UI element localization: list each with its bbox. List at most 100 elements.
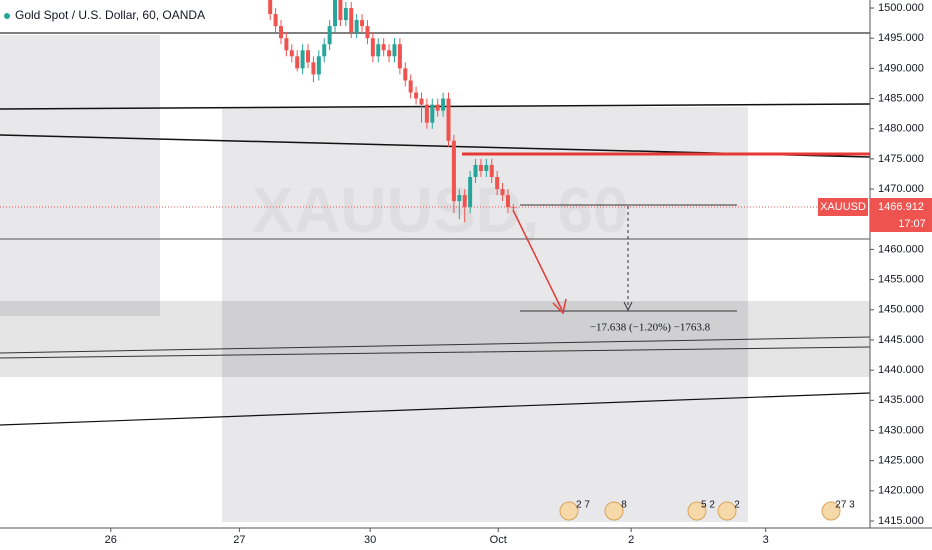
y-tick-label: 1450.000	[878, 304, 924, 316]
y-tick-label: 1425.000	[878, 455, 924, 467]
y-tick-label: 1460.000	[878, 243, 924, 255]
candle-body	[381, 44, 386, 51]
candle-body	[495, 177, 500, 190]
candle-body	[473, 164, 478, 178]
candle-body	[387, 50, 392, 57]
candle-body	[430, 104, 435, 123]
candle-body	[338, 0, 343, 21]
event-label: 27 3	[835, 500, 855, 511]
candle-body	[403, 68, 408, 81]
y-tick-label: 1435.000	[878, 394, 924, 406]
x-tick-label: 27	[233, 534, 245, 546]
candle-body	[278, 26, 283, 39]
event-icon[interactable]	[717, 501, 737, 521]
candle-body	[392, 44, 397, 57]
candle-body	[343, 8, 348, 21]
candle-body	[435, 104, 440, 111]
candle-body	[327, 26, 332, 45]
candle-body	[489, 164, 494, 178]
y-tick-label: 1470.000	[878, 183, 924, 195]
candle-body	[333, 0, 338, 27]
candle-body	[462, 195, 467, 208]
zone	[0, 301, 870, 377]
y-tick-label: 1485.000	[878, 92, 924, 104]
x-tick-label: 26	[105, 534, 117, 546]
candle-body	[273, 14, 278, 27]
y-tick-label: 1430.000	[878, 424, 924, 436]
price-tag	[870, 198, 932, 232]
trend-line	[0, 392, 871, 426]
candle-body	[441, 98, 446, 111]
event-label: 2 7	[576, 500, 590, 511]
candle-body	[349, 8, 354, 33]
candle-body	[478, 164, 483, 171]
event-icon[interactable]	[821, 501, 841, 521]
y-tick-label: 1490.000	[878, 62, 924, 74]
last-price: 1466.912	[878, 201, 924, 213]
event-icon[interactable]	[559, 501, 579, 521]
candle-body	[284, 38, 289, 51]
arrow-head	[552, 298, 567, 315]
trend-line	[0, 336, 871, 354]
zone	[0, 35, 160, 316]
candle-body	[300, 50, 305, 69]
candle-body	[500, 189, 505, 196]
event-label: 5 2	[701, 500, 715, 511]
y-tick-label: 1455.000	[878, 274, 924, 286]
symbol-label: XAUUSD	[820, 201, 866, 213]
candle-body	[365, 26, 370, 39]
time-axis	[0, 528, 932, 550]
candle-body	[505, 195, 510, 208]
candle-body	[446, 98, 451, 141]
event-label: 8	[621, 500, 627, 511]
measure-label: −17.638 (−1.20%) −1763.8	[590, 322, 711, 334]
candle-body	[511, 207, 516, 209]
candles	[268, 0, 516, 223]
status-dot	[4, 13, 10, 19]
candle-body	[408, 80, 413, 93]
measure-arrow	[623, 301, 633, 312]
candle-body	[268, 0, 273, 15]
zone	[222, 107, 748, 522]
event-label: 2	[734, 500, 740, 511]
candle-body	[322, 44, 327, 57]
x-tick-label: 2	[628, 534, 634, 546]
candle-body	[306, 50, 311, 63]
x-tick-label: 3	[763, 534, 769, 546]
trend-line	[0, 346, 871, 359]
y-tick-label: 1480.000	[878, 123, 924, 135]
candle-body	[354, 20, 359, 33]
y-tick-label: 1440.000	[878, 364, 924, 376]
price-axis	[870, 0, 932, 550]
candle-body	[468, 177, 473, 208]
event-icon[interactable]	[604, 501, 624, 521]
symbol-tag	[818, 198, 868, 216]
y-tick-label: 1500.000	[878, 2, 924, 14]
event-icon[interactable]	[687, 501, 707, 521]
candle-body	[414, 92, 419, 99]
candle-body	[457, 195, 462, 202]
candle-body	[424, 104, 429, 123]
y-tick-label: 1495.000	[878, 32, 924, 44]
countdown: 17:07	[898, 218, 926, 230]
x-tick-label: Oct	[490, 534, 507, 546]
candle-body	[451, 140, 456, 202]
candle-body	[360, 20, 365, 27]
candle-body	[295, 56, 300, 69]
watermark: XAUUSD, 60	[252, 174, 629, 246]
y-tick-label: 1420.000	[878, 485, 924, 497]
candle-body	[311, 62, 316, 75]
x-tick-label: 30	[364, 534, 376, 546]
arrow	[512, 209, 563, 311]
candle-body	[289, 50, 294, 57]
chart-title: Gold Spot / U.S. Dollar, 60, OANDA	[15, 8, 205, 22]
events: 2 7 8 5 2 2 27 3	[559, 500, 855, 521]
candle-body	[419, 98, 424, 105]
candle-body	[484, 164, 489, 171]
y-tick-label: 1415.000	[878, 515, 924, 527]
candle-body	[376, 44, 381, 57]
candle-body	[316, 56, 321, 75]
y-tick-label: 1445.000	[878, 334, 924, 346]
candle-body	[370, 38, 375, 57]
trend-line	[0, 103, 871, 110]
